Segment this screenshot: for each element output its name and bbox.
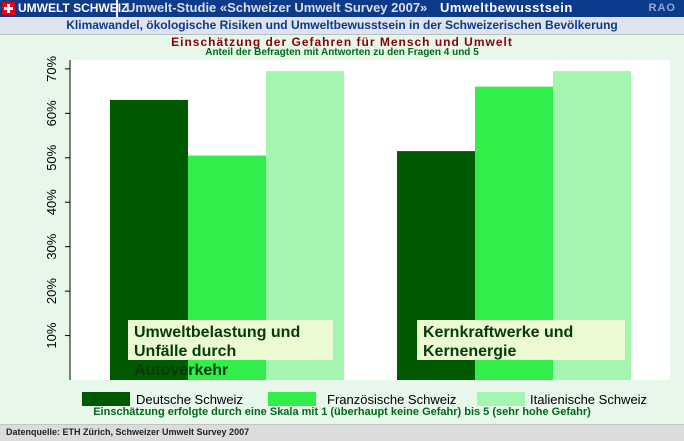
category-label-line: Kernkraftwerke und (423, 324, 574, 341)
study-title: Umwelt-Studie «Schweizer Umwelt Survey 2… (126, 0, 428, 15)
data-source: Datenquelle: ETH Zürich, Schweizer Umwel… (6, 427, 250, 437)
legend-label: Deutsche Schweiz (136, 392, 243, 407)
header-divider (116, 0, 118, 17)
topic-title: Umweltbewusstsein (440, 0, 573, 15)
category-label-kernenergie: Kernkraftwerke und Kernenergie (417, 320, 625, 360)
swiss-flag-icon (2, 2, 15, 15)
category-label-line: Kernenergie (423, 343, 517, 360)
y-tick-label: 60% (44, 100, 59, 126)
y-tick-label: 30% (44, 233, 59, 259)
legend-swatch (82, 392, 130, 406)
source-bar: Datenquelle: ETH Zürich, Schweizer Umwel… (0, 424, 684, 441)
brand-label: UMWELT SCHWEIZ (18, 1, 129, 15)
legend-swatch (268, 392, 316, 406)
rao-logo: RAO (648, 2, 676, 14)
y-tick-label: 10% (44, 322, 59, 348)
legend-label: Italienische Schweiz (530, 392, 647, 407)
category-label-line: Umweltbelastung und (134, 324, 301, 341)
y-tick-label: 40% (44, 189, 59, 215)
y-tick-label: 20% (44, 278, 59, 304)
category-label-line: Unfälle durch Autoverkehr (134, 343, 237, 379)
legend-label: Französische Schweiz (327, 392, 456, 407)
y-tick-label: 70% (44, 55, 59, 81)
y-tick-label: 50% (44, 144, 59, 170)
legend-swatch (477, 392, 525, 406)
chart-footnote: Einschätzung erfolgte durch eine Skala m… (93, 406, 591, 418)
header-bar: UMWELT SCHWEIZ Umwelt-Studie «Schweizer … (0, 0, 684, 17)
chart-title: Einschätzung der Gefahren für Mensch und… (171, 35, 513, 49)
chart-subtitle: Anteil der Befragten mit Antworten zu de… (205, 47, 479, 58)
page-subtitle: Klimawandel, ökologische Risiken und Umw… (0, 17, 684, 35)
category-label-autoverkehr: Umweltbelastung und Unfälle durch Autove… (128, 320, 333, 379)
